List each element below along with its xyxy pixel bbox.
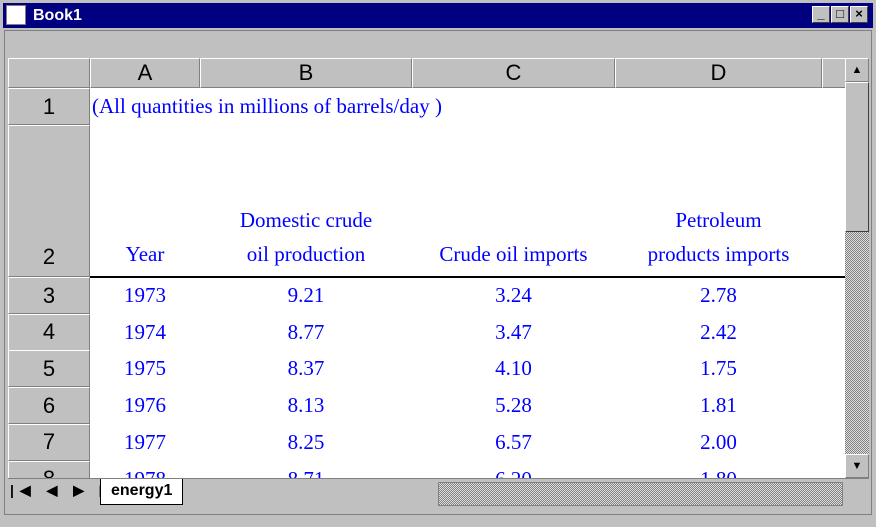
data-cell: 1977	[124, 429, 166, 454]
note-cell: (All quantities in millions of barrels/d…	[92, 94, 442, 118]
header-border	[90, 276, 845, 278]
data-cell: 1.81	[700, 393, 737, 418]
data-cell: 2.78	[700, 283, 737, 307]
title-line: Petroleum	[675, 208, 762, 232]
data-cell: 1.75	[700, 356, 737, 381]
title-line: products imports	[647, 242, 790, 266]
data-cell: 4.10	[495, 356, 532, 381]
title-line: Year	[125, 242, 165, 266]
column-title: Year	[90, 125, 200, 275]
data-cell: 8.25	[287, 429, 325, 454]
sheet-grid: A B C D 1 (All quantities in millions of barr…	[8, 58, 845, 478]
column-title: Petroleum products imports	[615, 125, 822, 275]
corner-cell	[8, 58, 90, 88]
row-header: 1	[8, 88, 90, 125]
column-header: A	[90, 58, 200, 88]
scroll-thumb[interactable]	[845, 82, 869, 232]
row-header: 3	[8, 277, 90, 314]
data-cell: 8.37	[287, 356, 325, 381]
vertical-scrollbar[interactable]: ▲ ▼	[845, 58, 869, 478]
horizontal-scrollbar[interactable]	[438, 482, 843, 506]
column-header: B	[200, 58, 412, 88]
window-title: Book1	[33, 7, 82, 24]
app-icon	[6, 5, 26, 25]
data-cell: 1975	[124, 356, 166, 381]
title-line: oil production	[246, 242, 366, 266]
data-cell: 3.47	[495, 319, 532, 344]
column-header: C	[412, 58, 615, 88]
data-cell: 1976	[124, 393, 166, 418]
column-header	[822, 58, 845, 88]
scroll-down[interactable]: ▼	[845, 454, 869, 478]
tab-nav[interactable]: |◀ ◀ ▶ ▶|	[10, 482, 127, 498]
title-bar: Book1	[3, 3, 873, 28]
data-cell: 1974	[124, 319, 166, 344]
data-cell: 8.13	[287, 393, 325, 418]
scroll-up[interactable]: ▲	[845, 58, 869, 82]
row-header: 6	[8, 387, 90, 425]
column-header: D	[615, 58, 822, 88]
column-title: Crude oil imports	[412, 125, 615, 275]
data-cell: 1978	[90, 461, 200, 479]
row-header: 5	[8, 350, 90, 388]
data-cell: 6.20	[412, 461, 615, 479]
data-cell: 1.80	[615, 461, 822, 479]
sheet-tab[interactable]: energy1	[100, 479, 184, 505]
maximize-button[interactable]: □	[831, 6, 849, 23]
data-cell: 5.28	[495, 393, 532, 418]
data-cell: 8.71	[200, 461, 412, 479]
title-line: Crude oil imports	[439, 242, 588, 266]
row-header: 2	[8, 125, 90, 277]
row-header: 4	[8, 313, 90, 351]
minimize-button[interactable]: _	[812, 6, 830, 23]
sheet-tab-bar: |◀ ◀ ▶ ▶| energy1	[8, 478, 869, 510]
close-button[interactable]: ×	[850, 6, 868, 23]
data-cell: 9.21	[287, 283, 325, 307]
column-title: Domestic crude oil production	[200, 125, 412, 275]
data-cell: 3.24	[495, 283, 532, 307]
row-header: 7	[8, 423, 90, 461]
data-cell: 6.57	[495, 429, 532, 454]
data-cell: 8.77	[287, 319, 325, 344]
data-cell: 2.00	[700, 429, 737, 454]
row-header: 8	[8, 460, 90, 478]
data-cell: 1973	[124, 283, 166, 307]
title-line: Domestic crude	[239, 208, 373, 232]
window-frame	[4, 30, 872, 515]
data-cell: 2.42	[700, 319, 737, 344]
